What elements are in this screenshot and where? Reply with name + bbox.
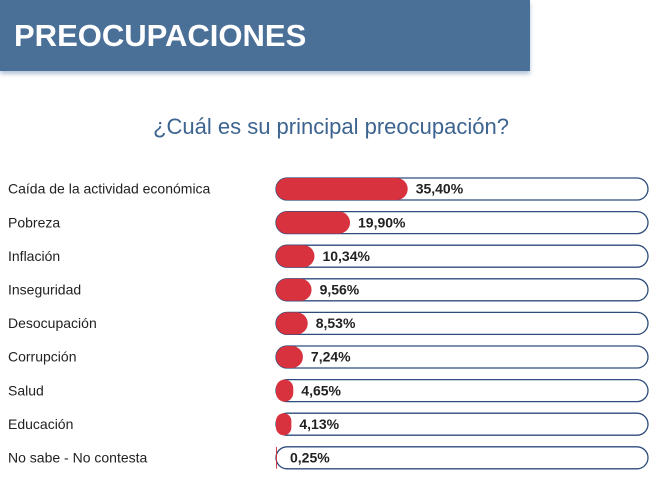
category-label: Educación	[8, 416, 73, 432]
category-label: Pobreza	[8, 214, 60, 230]
category-label: Salud	[8, 382, 44, 398]
chart-subtitle: ¿Cuál es su principal preocupación?	[153, 114, 509, 139]
bar	[276, 178, 408, 200]
category-label: Inseguridad	[8, 282, 81, 298]
value-label: 35,40%	[416, 181, 464, 197]
value-label: 10,34%	[322, 248, 370, 264]
category-label: Caída de la actividad económica	[8, 181, 211, 197]
bar	[276, 379, 294, 402]
value-label: 19,90%	[358, 214, 406, 230]
bar	[276, 312, 308, 335]
category-label: No sabe - No contesta	[8, 450, 148, 466]
bar-track	[275, 446, 649, 470]
value-label: 7,24%	[311, 349, 351, 365]
value-label: 8,53%	[316, 315, 356, 331]
value-label: 4,13%	[299, 416, 339, 432]
chart-title: PREOCUPACIONES	[14, 18, 306, 53]
category-label: Inflación	[8, 248, 60, 264]
value-label: 0,25%	[290, 450, 330, 466]
bar	[276, 278, 312, 301]
bar	[276, 446, 277, 469]
value-label: 9,56%	[320, 282, 360, 298]
category-label: Corrupción	[8, 349, 76, 365]
value-label: 4,65%	[301, 382, 341, 398]
bar	[276, 413, 292, 436]
bar	[276, 346, 303, 368]
bar	[276, 211, 351, 234]
header-band	[0, 0, 530, 71]
bar	[276, 245, 315, 268]
category-label: Desocupación	[8, 315, 97, 331]
